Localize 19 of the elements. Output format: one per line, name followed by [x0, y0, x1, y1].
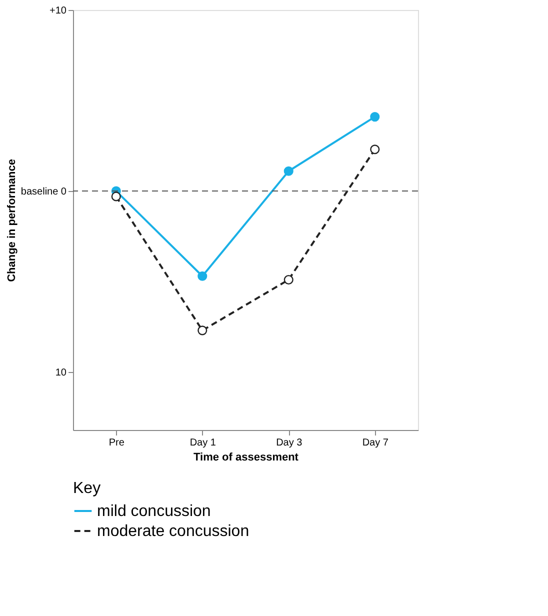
legend-label: mild concussion [97, 503, 211, 520]
point [370, 144, 380, 154]
y-tick-label: +10 [50, 6, 67, 16]
point [370, 112, 380, 122]
point [284, 274, 294, 285]
x-tick-label: Day 1 [190, 438, 216, 448]
point [198, 326, 208, 336]
x-tick-label: Pre [108, 438, 125, 448]
legend-title: Key [73, 480, 101, 497]
x-axis-title: Time of assessment [194, 452, 299, 464]
y-tick-label: 10 [55, 368, 67, 379]
x-tick-label: Day 7 [362, 438, 389, 448]
y-axis-title: Change in performance [6, 159, 18, 282]
y-tick-label: baseline 0 [20, 186, 67, 198]
point [111, 192, 121, 202]
point [284, 166, 294, 176]
x-tick-label: Day 3 [276, 438, 303, 448]
point [198, 271, 208, 281]
legend-label: moderate concussion [97, 523, 250, 540]
